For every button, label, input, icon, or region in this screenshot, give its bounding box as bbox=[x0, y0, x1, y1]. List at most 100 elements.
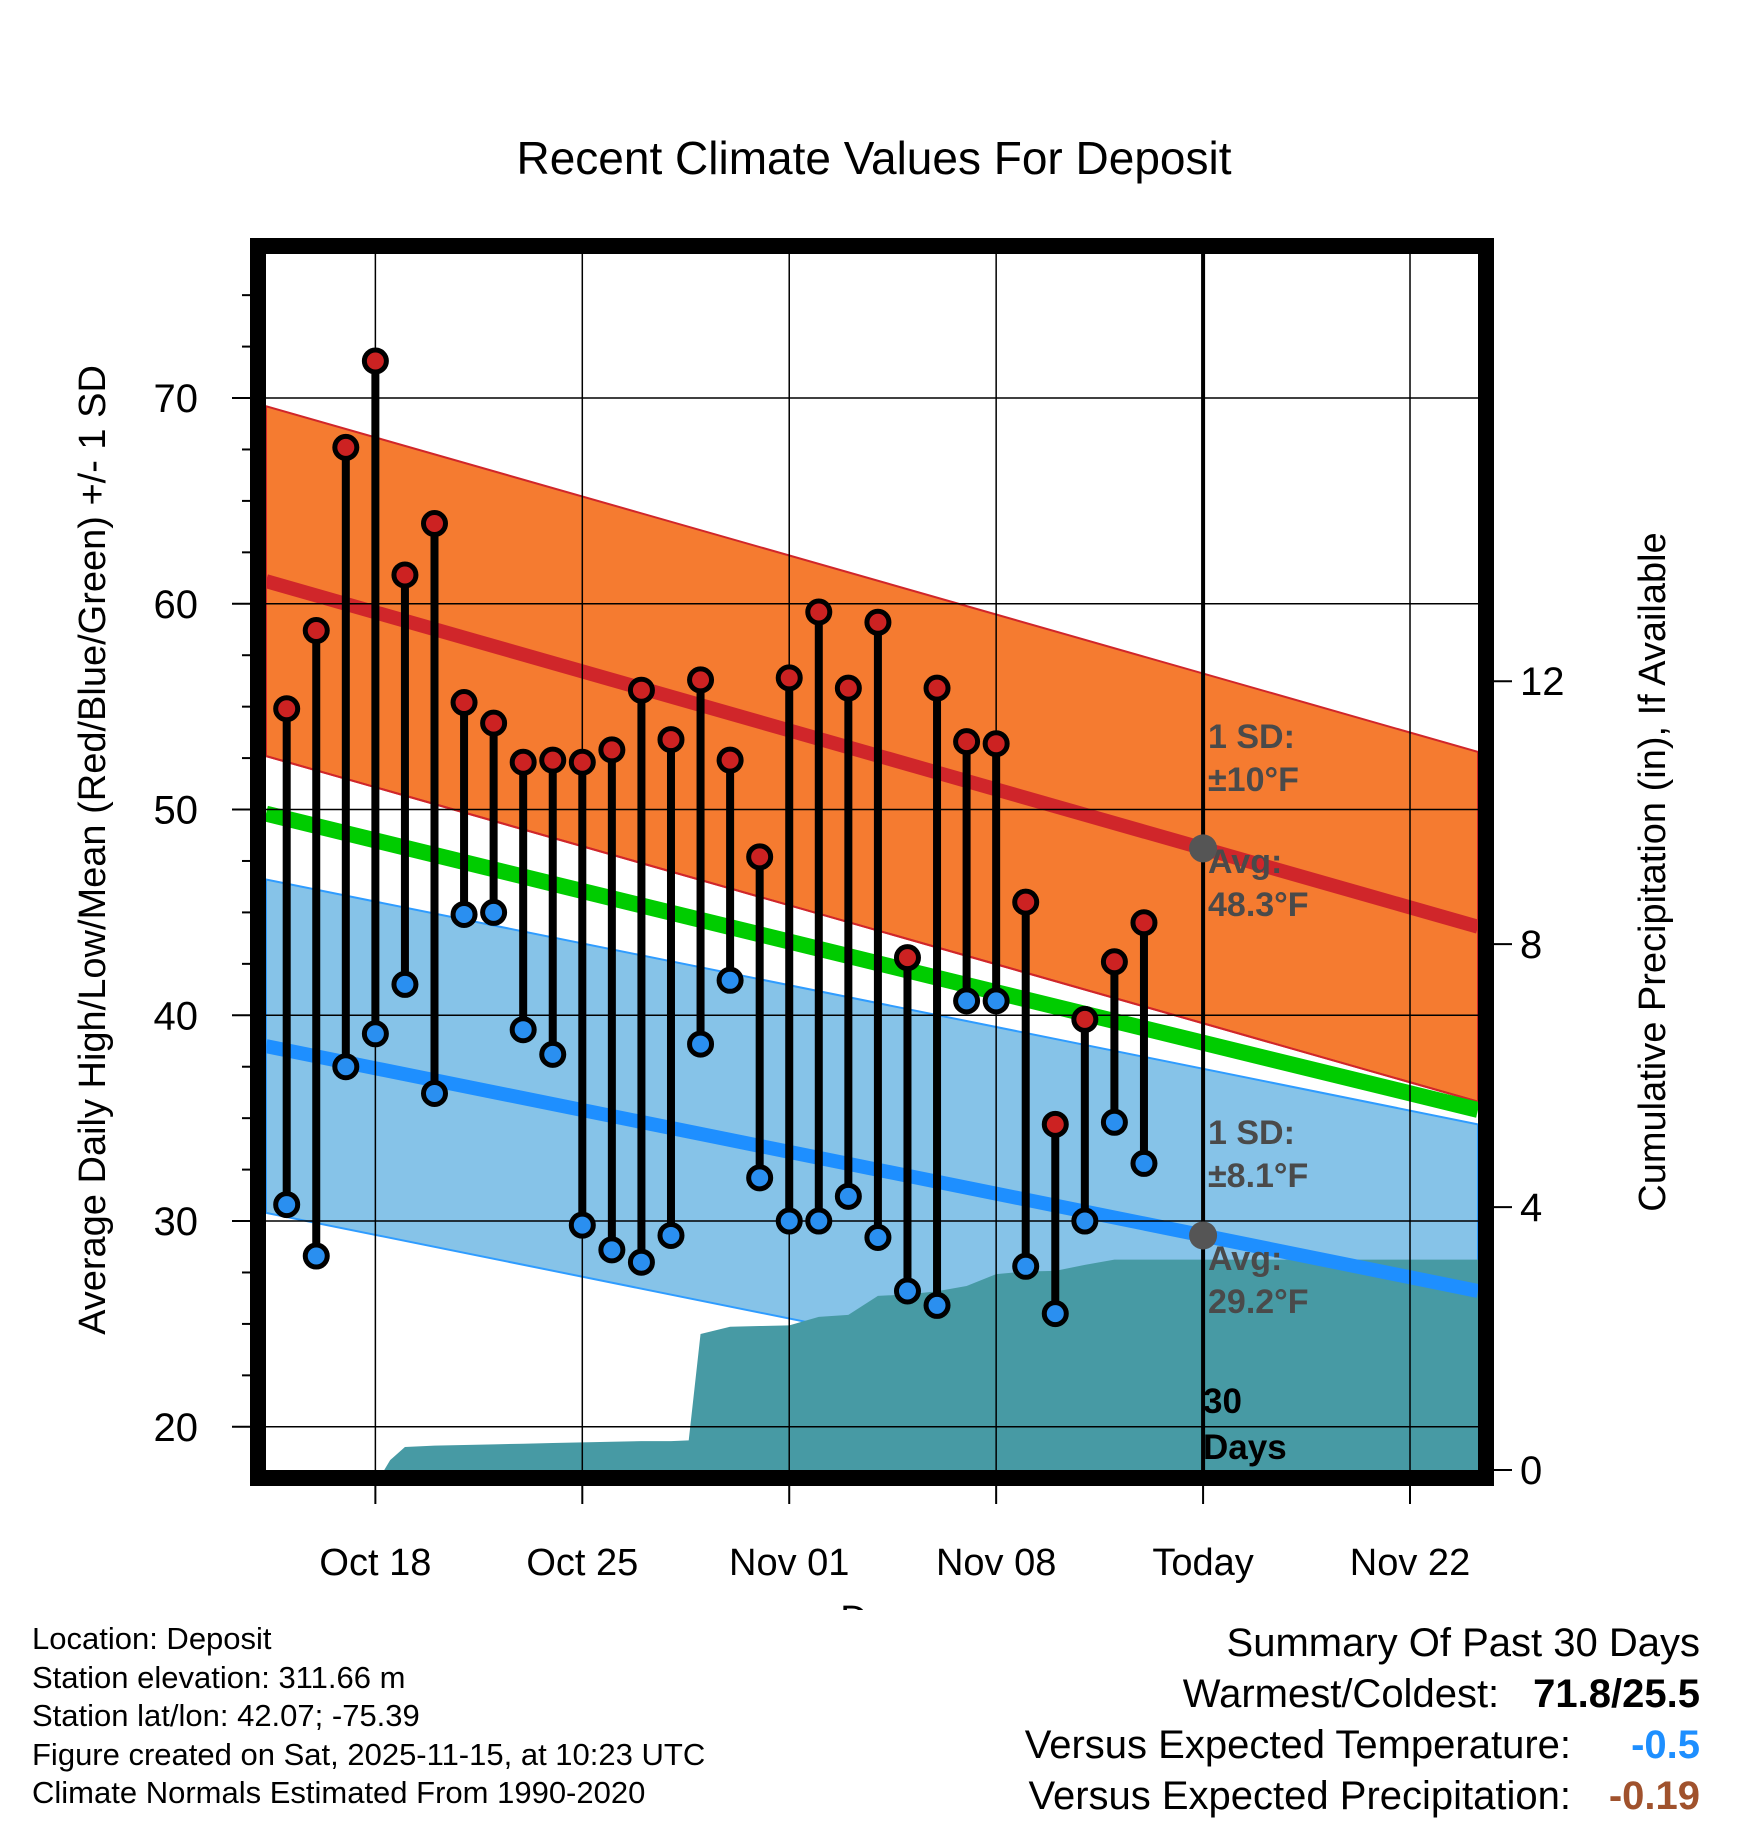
summary-precip-row: Versus Expected Precipitation: -0.19 bbox=[1025, 1771, 1700, 1822]
y2-tick-label: 8 bbox=[1520, 923, 1542, 967]
y2-axis-label: Cumulative Precipitation (in), If Availa… bbox=[1632, 532, 1674, 1211]
daily-high-point bbox=[332, 433, 360, 461]
low-sd-value: ±8.1°F bbox=[1208, 1157, 1308, 1195]
low-sd-label: 1 SD: bbox=[1208, 1114, 1295, 1152]
daily-low-point bbox=[864, 1223, 892, 1251]
high-avg-label: Avg: bbox=[1208, 843, 1282, 881]
window-unit-label: Days bbox=[1203, 1428, 1287, 1467]
elevation-text: Station elevation: 311.66 m bbox=[32, 1659, 406, 1695]
daily-low-point bbox=[480, 898, 508, 926]
daily-high-point bbox=[657, 726, 685, 754]
x-tick-label: Nov 01 bbox=[729, 1542, 849, 1584]
x-axis-label: Day bbox=[840, 1599, 908, 1610]
daily-high-point bbox=[805, 598, 833, 626]
daily-low-point bbox=[420, 1079, 448, 1107]
daily-low-point bbox=[450, 900, 478, 928]
daily-low-point bbox=[1130, 1149, 1158, 1177]
created-text: Figure created on Sat, 2025-11-15, at 10… bbox=[32, 1736, 706, 1772]
daily-low-point bbox=[539, 1040, 567, 1068]
daily-high-point bbox=[864, 608, 892, 636]
high-sd-value: ±10°F bbox=[1208, 761, 1299, 799]
daily-low-point bbox=[805, 1207, 833, 1235]
daily-low-point bbox=[391, 970, 419, 998]
daily-high-point bbox=[391, 561, 419, 589]
daily-high-point bbox=[302, 617, 330, 645]
daily-low-point bbox=[687, 1030, 715, 1058]
y-axis-label: Average Daily High/Low/Mean (Red/Blue/Gr… bbox=[72, 365, 114, 1335]
daily-low-point bbox=[361, 1020, 389, 1048]
normals-text: Climate Normals Estimated From 1990-2020 bbox=[32, 1775, 646, 1810]
latlon-text: Station lat/lon: 42.07; -75.39 bbox=[32, 1698, 420, 1733]
daily-high-point bbox=[1041, 1110, 1069, 1138]
low-avg-label: Avg: bbox=[1208, 1240, 1282, 1278]
daily-low-point bbox=[834, 1182, 862, 1210]
x-tick-label: Today bbox=[1152, 1542, 1253, 1584]
daily-low-point bbox=[775, 1207, 803, 1235]
daily-high-point bbox=[1071, 1005, 1099, 1033]
daily-high-point bbox=[953, 728, 981, 756]
location-text: Location: Deposit bbox=[32, 1621, 272, 1656]
today-low-normal-marker bbox=[1189, 1221, 1218, 1250]
daily-high-point bbox=[568, 748, 596, 776]
daily-low-point bbox=[746, 1164, 774, 1192]
daily-low-point bbox=[598, 1236, 626, 1264]
daily-high-point bbox=[775, 664, 803, 692]
daily-low-point bbox=[716, 966, 744, 994]
daily-high-point bbox=[450, 689, 478, 717]
daily-low-point bbox=[302, 1242, 330, 1270]
daily-low-point bbox=[923, 1291, 951, 1319]
precip-anomaly-value: -0.19 bbox=[1608, 1774, 1700, 1818]
summary-temp-row: Versus Expected Temperature: -0.5 bbox=[1025, 1720, 1700, 1771]
y-tick-label: 30 bbox=[154, 1200, 199, 1244]
daily-high-point bbox=[834, 674, 862, 702]
axes: 20 30 40 50 60 70 0 4 8 12 Oct 18 Oct 25 Nov 01 Nov 0… bbox=[154, 294, 1565, 1584]
window-count-label: 30 bbox=[1203, 1382, 1242, 1421]
x-tick-label: Nov 22 bbox=[1350, 1542, 1470, 1584]
low-normal-line bbox=[266, 1039, 1478, 1298]
today-high-normal-marker bbox=[1189, 834, 1218, 863]
daily-high-point bbox=[1012, 888, 1040, 916]
daily-high-point bbox=[1130, 909, 1158, 937]
daily-low-point bbox=[627, 1248, 655, 1276]
y2-tick-label: 0 bbox=[1520, 1449, 1542, 1493]
daily-high-point bbox=[361, 347, 389, 375]
daily-low-point bbox=[1041, 1300, 1069, 1328]
annotations: 1 SD: ±10°F Avg: 48.3°F 1 SD: ±8.1°F Avg… bbox=[1203, 718, 1309, 1467]
plot-area bbox=[266, 405, 1478, 1470]
high-normal-line bbox=[266, 574, 1478, 934]
warmest-value: 71.8/25.5 bbox=[1533, 1672, 1700, 1716]
daily-low-point bbox=[893, 1277, 921, 1305]
high-avg-value: 48.3°F bbox=[1208, 886, 1309, 924]
plot-frame bbox=[250, 238, 1494, 1486]
y-tick-label: 20 bbox=[154, 1406, 199, 1450]
daily-high-point bbox=[1100, 948, 1128, 976]
daily-high-point bbox=[273, 695, 301, 723]
y-tick-label: 60 bbox=[154, 583, 199, 627]
summary-warmest-row: Warmest/Coldest: 71.8/25.5 bbox=[1025, 1669, 1700, 1720]
plot-border bbox=[250, 238, 1494, 1486]
daily-low-point bbox=[1012, 1252, 1040, 1280]
daily-high-point bbox=[627, 676, 655, 704]
summary-panel: Summary Of Past 30 Days Warmest/Coldest:… bbox=[1025, 1617, 1700, 1822]
daily-low-point bbox=[273, 1191, 301, 1219]
x-tick-label: Nov 08 bbox=[936, 1542, 1056, 1584]
observed-temperatures bbox=[273, 347, 1218, 1328]
y2-tick-label: 12 bbox=[1520, 660, 1565, 704]
daily-high-point bbox=[598, 736, 626, 764]
daily-high-point bbox=[687, 666, 715, 694]
cumulative-precipitation-area bbox=[286, 1259, 1478, 1470]
daily-high-point bbox=[480, 709, 508, 737]
y-tick-label: 50 bbox=[154, 789, 199, 833]
daily-high-point bbox=[893, 944, 921, 972]
temp-anomaly-value: -0.5 bbox=[1631, 1723, 1700, 1767]
y-tick-label: 40 bbox=[154, 994, 199, 1038]
daily-low-point bbox=[568, 1211, 596, 1239]
chart-title: Recent Climate Values For Deposit bbox=[517, 132, 1232, 184]
daily-low-point bbox=[1071, 1207, 1099, 1235]
y-tick-label: 70 bbox=[154, 377, 199, 421]
daily-high-point bbox=[420, 510, 448, 538]
daily-high-point bbox=[746, 843, 774, 871]
daily-low-point bbox=[509, 1016, 537, 1044]
low-avg-value: 29.2°F bbox=[1208, 1283, 1309, 1321]
daily-high-point bbox=[539, 746, 567, 774]
